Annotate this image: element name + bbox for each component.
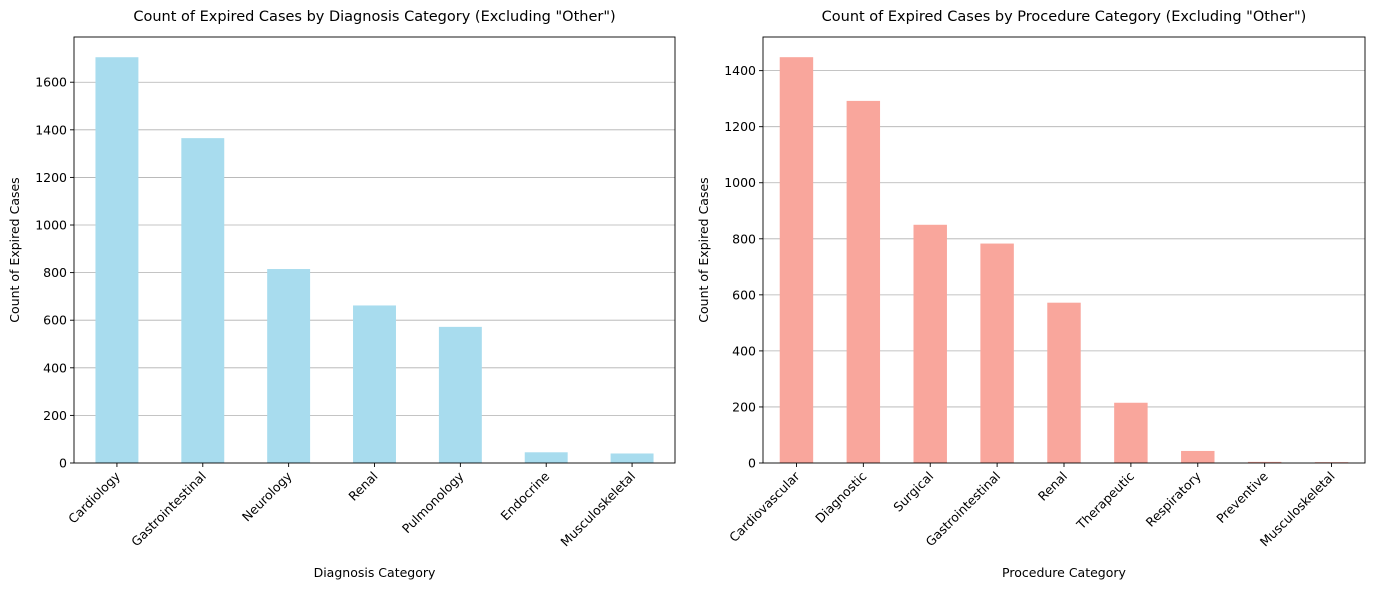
diagnosis-bar-neurology — [267, 269, 311, 463]
procedure-chart-title: Count of Expired Cases by Procedure Cate… — [822, 9, 1307, 25]
procedure-x-tick-label: Preventive — [1213, 468, 1271, 526]
diagnosis-bar-cardiology — [95, 57, 139, 463]
diagnosis-bar-gastrointestinal — [181, 138, 225, 463]
diagnosis-chart: Count of Expired Cases by Diagnosis Cate… — [7, 9, 676, 580]
diagnosis-bar-pulmonology — [438, 326, 482, 463]
procedure-bar-respiratory — [1181, 450, 1215, 463]
diagnosis-bars — [95, 57, 654, 463]
diagnosis-y-tick-label: 1600 — [35, 75, 67, 90]
diagnosis-y-tick-label: 0 — [59, 456, 67, 471]
diagnosis-y-tick-label: 200 — [43, 408, 67, 423]
diagnosis-y-axis-label: Count of Expired Cases — [7, 177, 22, 322]
diagnosis-y-tick-label: 1200 — [35, 170, 67, 185]
procedure-x-tick-label: Surgical — [890, 469, 936, 515]
diagnosis-bar-renal — [353, 305, 396, 463]
procedure-x-tick-label: Renal — [1035, 469, 1070, 504]
diagnosis-x-tick-label: Endocrine — [498, 468, 553, 523]
procedure-y-tick-label: 0 — [748, 456, 756, 471]
procedure-bar-cardiovascular — [779, 57, 814, 463]
procedure-y-tick-label: 1200 — [724, 119, 756, 134]
procedure-bars — [779, 57, 1349, 464]
diagnosis-x-tick-label: Renal — [345, 469, 380, 504]
diagnosis-x-tick-label: Pulmonology — [399, 468, 467, 536]
procedure-x-tick-label: Therapeutic — [1073, 468, 1137, 532]
procedure-y-tick-label: 200 — [732, 399, 756, 414]
procedure-y-tick-label: 1000 — [724, 175, 756, 190]
diagnosis-x-tick-label: Cardiology — [65, 468, 123, 526]
procedure-bar-surgical — [913, 224, 947, 463]
diagnosis-y-tick-label: 400 — [43, 360, 67, 375]
procedure-bar-renal — [1047, 302, 1081, 463]
diagnosis-y-tick-label: 800 — [43, 265, 67, 280]
diagnosis-x-axis-label: Diagnosis Category — [314, 565, 436, 580]
diagnosis-bar-musculoskeletal — [610, 453, 654, 463]
procedure-bar-therapeutic — [1114, 402, 1148, 463]
procedure-y-tick-label: 600 — [732, 287, 756, 302]
procedure-x-tick-label: Respiratory — [1143, 468, 1205, 530]
diagnosis-bar-endocrine — [524, 452, 568, 463]
procedure-bar-preventive — [1247, 461, 1282, 463]
procedure-y-tick-label: 800 — [732, 231, 756, 246]
procedure-y-axis-label: Count of Expired Cases — [696, 177, 711, 322]
diagnosis-y-tick-label: 1400 — [35, 122, 67, 137]
diagnosis-x-tick-label: Neurology — [239, 468, 295, 524]
procedure-x-tick-label: Cardiovascular — [726, 468, 803, 545]
diagnosis-y-tick-label: 1000 — [35, 218, 67, 233]
procedure-x-tick-label: Diagnostic — [812, 468, 869, 525]
diagnosis-chart-title: Count of Expired Cases by Diagnosis Cate… — [133, 9, 615, 25]
diagnosis-x-tick-label: Gastrointestinal — [128, 469, 209, 550]
procedure-y-tick-label: 1400 — [724, 63, 756, 78]
procedure-x-axis-label: Procedure Category — [1002, 565, 1126, 580]
procedure-bar-gastrointestinal — [980, 243, 1014, 463]
procedure-chart: Count of Expired Cases by Procedure Cate… — [696, 9, 1366, 580]
diagnosis-x-tick-label: Musculoskeletal — [557, 469, 638, 550]
procedure-y-tick-label: 400 — [732, 343, 756, 358]
diagnosis-y-tick-label: 600 — [43, 313, 67, 328]
procedure-bar-diagnostic — [846, 100, 881, 464]
